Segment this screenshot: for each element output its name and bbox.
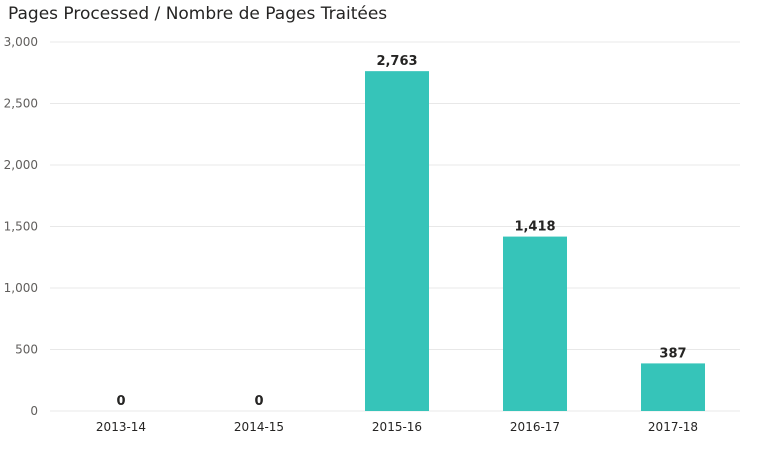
x-tick-label-2015-16: 2015-16 [372,420,422,434]
x-tick-label-2013-14: 2013-14 [96,420,146,434]
data-label-2016-17: 1,418 [514,220,555,235]
bar-2017-18[interactable] [641,363,705,411]
data-label-2017-18: 387 [659,346,686,361]
data-label-2014-15: 0 [254,394,263,409]
x-tick-label-2014-15: 2014-15 [234,420,284,434]
data-label-2013-14: 0 [116,394,125,409]
y-tick-label: 0 [30,404,38,418]
bars [365,71,705,411]
x-tick-label-2016-17: 2016-17 [510,420,560,434]
data-labels: 0 0 2,763 1,418 387 [116,54,686,409]
y-axis-ticks: 0 500 1,000 1,500 2,000 2,500 3,000 [4,35,38,418]
y-tick-label: 3,000 [4,35,38,49]
y-tick-label: 1,500 [4,220,38,234]
y-tick-label: 1,000 [4,281,38,295]
y-tick-label: 2,500 [4,97,38,111]
chart-title: Pages Processed / Nombre de Pages Traité… [8,4,388,24]
x-axis-ticks: 2013-14 2014-15 2015-16 2016-17 2017-18 [96,420,698,434]
data-label-2015-16: 2,763 [376,54,417,69]
bar-2016-17[interactable] [503,236,567,411]
y-tick-label: 500 [15,343,38,357]
y-tick-label: 2,000 [4,158,38,172]
bar-2015-16[interactable] [365,71,429,411]
x-tick-label-2017-18: 2017-18 [648,420,698,434]
